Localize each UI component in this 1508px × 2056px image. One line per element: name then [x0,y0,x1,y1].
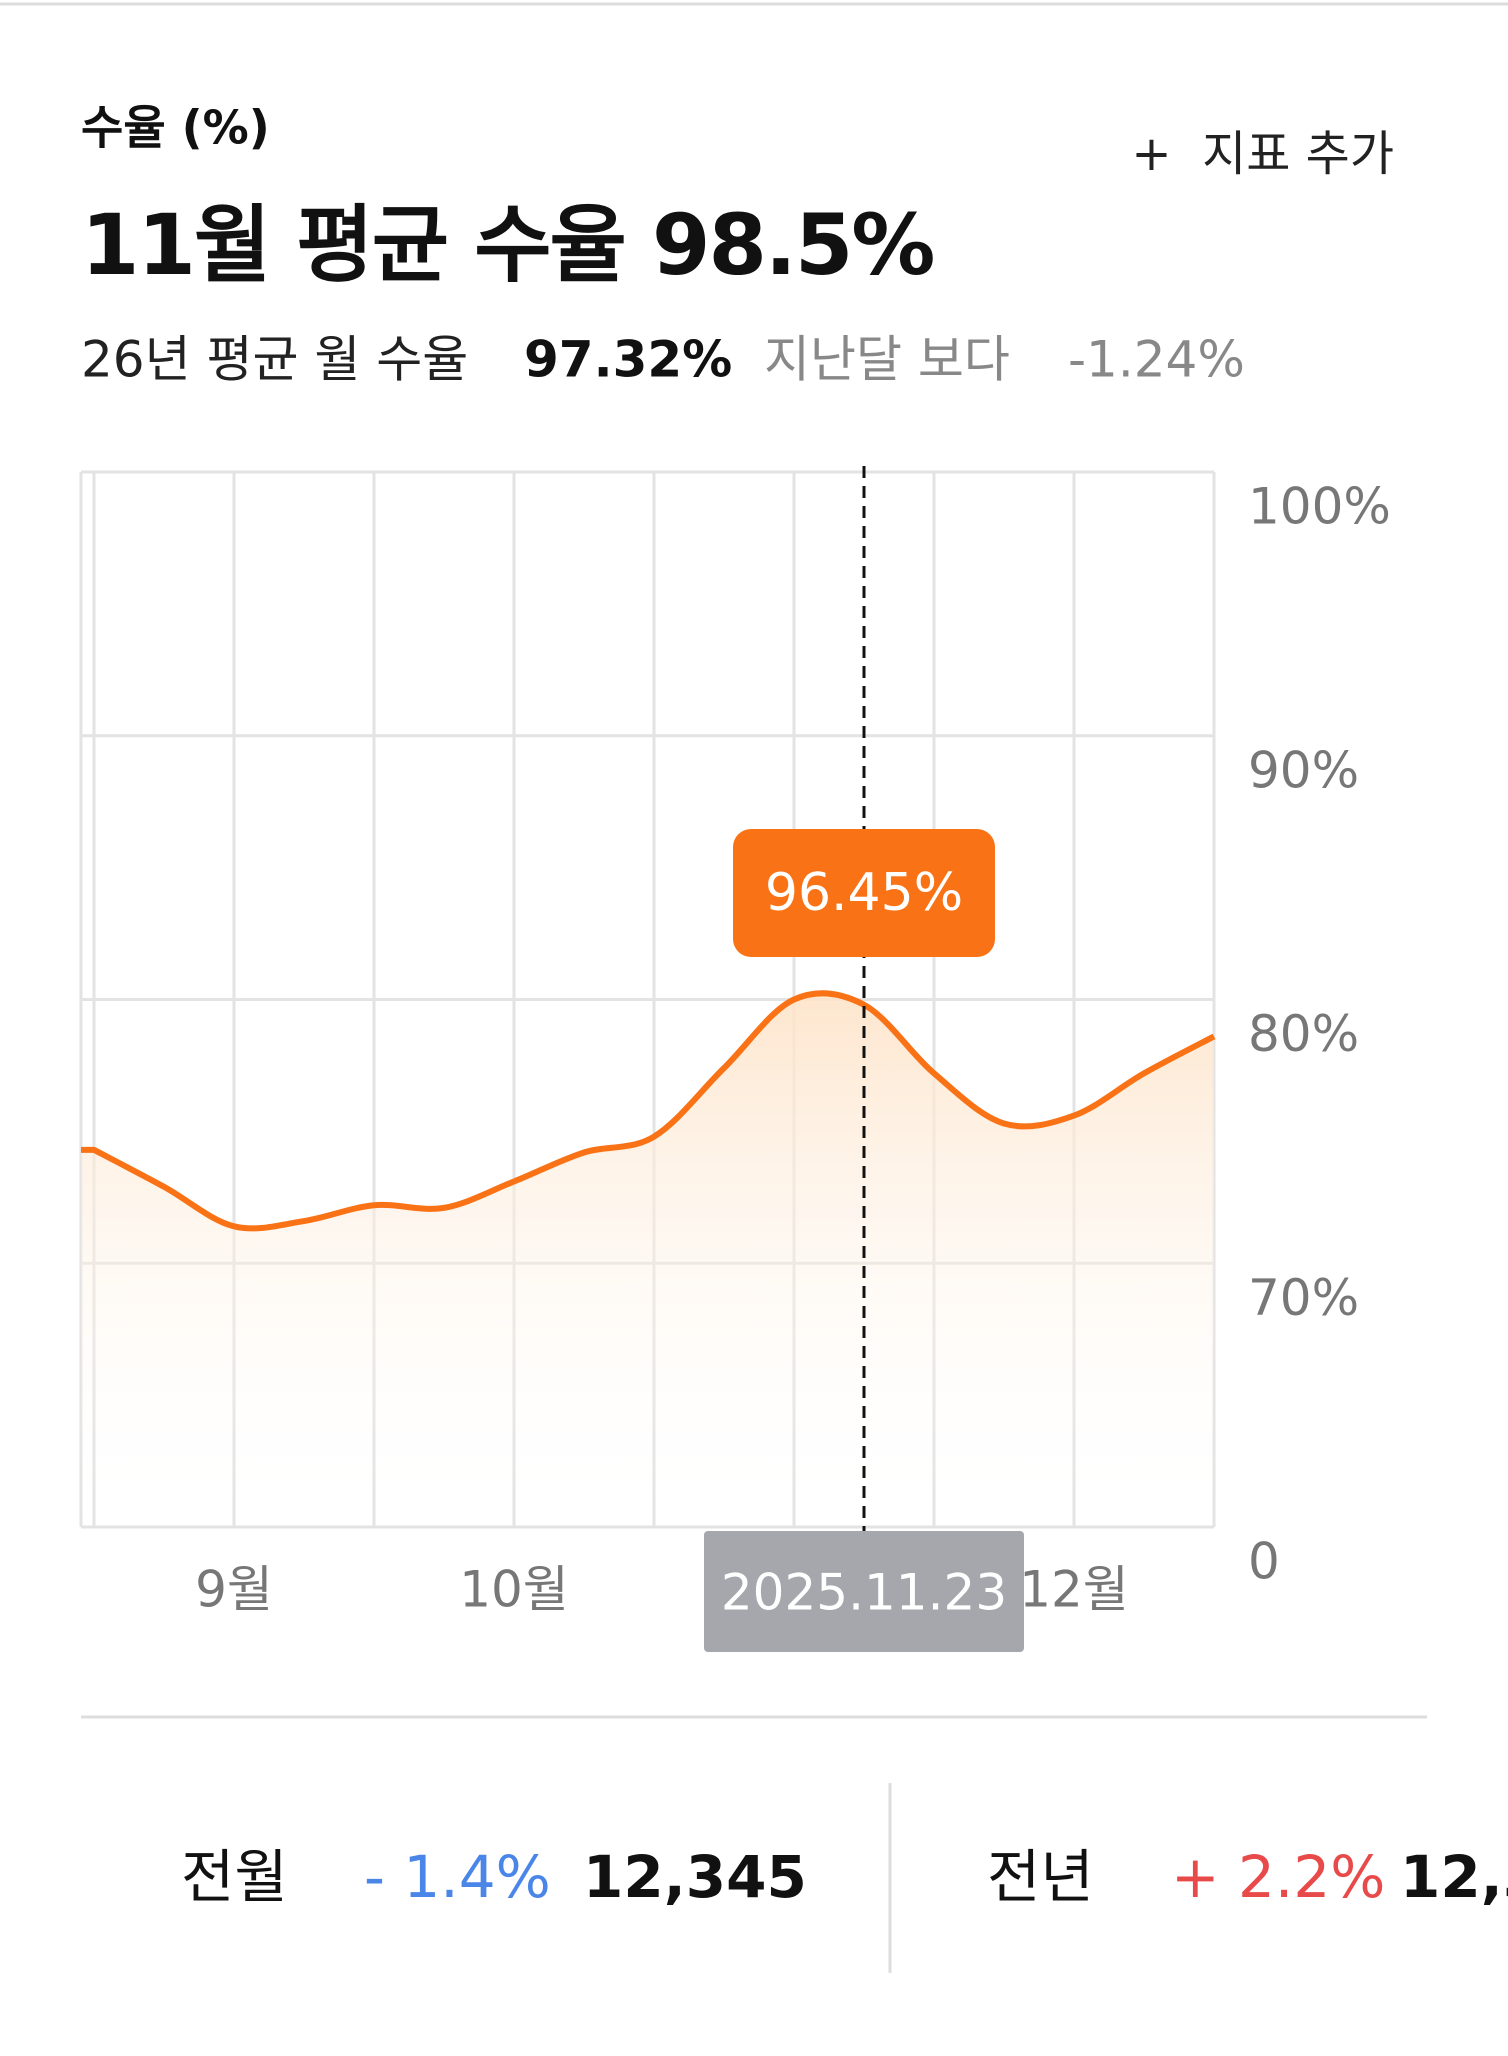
date-badge [704,1531,1024,1652]
stat-change: - 1.4% [364,1843,551,1911]
section-label: 수율 (%) [81,101,270,155]
chart: 0 70% 80% 90% 100% 9월 10월 12월 96.45% 2025.11.23 [79,466,1391,1652]
add-indicator-button[interactable]: + 지표 추가 [1131,126,1394,182]
y-tick-label: 80% [1248,1005,1359,1063]
stat-change: + 2.2% [1171,1843,1385,1911]
y-tick-label: 100% [1248,478,1391,536]
compare-value: -1.24% [1068,331,1245,389]
summary-value: 97.32% [524,331,732,389]
compare-label: 지난달 보다 [764,331,1010,389]
line [81,990,1216,1232]
title: 11월 평균 수율 98.5% [81,196,933,294]
y-tick-label: 70% [1248,1269,1359,1327]
date-label: 2025.11.23 [721,1564,1007,1622]
x-tick-label: 12월 [1019,1561,1129,1619]
y-tick-label: 0 [1248,1533,1280,1591]
stat-value: 12,345 [583,1843,807,1911]
stat-value: 12,345 [1400,1843,1508,1911]
tooltip-box [733,829,995,957]
summary-label: 26년 평균 월 수율 [81,331,468,389]
area [81,993,1214,1527]
stat-label: 전월 [181,1843,288,1911]
tooltip-value: 96.45% [765,863,963,923]
stat-label: 전년 [987,1843,1094,1911]
x-tick-label: 9월 [195,1561,273,1619]
y-tick-label: 90% [1248,741,1359,799]
x-tick-label: 10월 [459,1561,569,1619]
